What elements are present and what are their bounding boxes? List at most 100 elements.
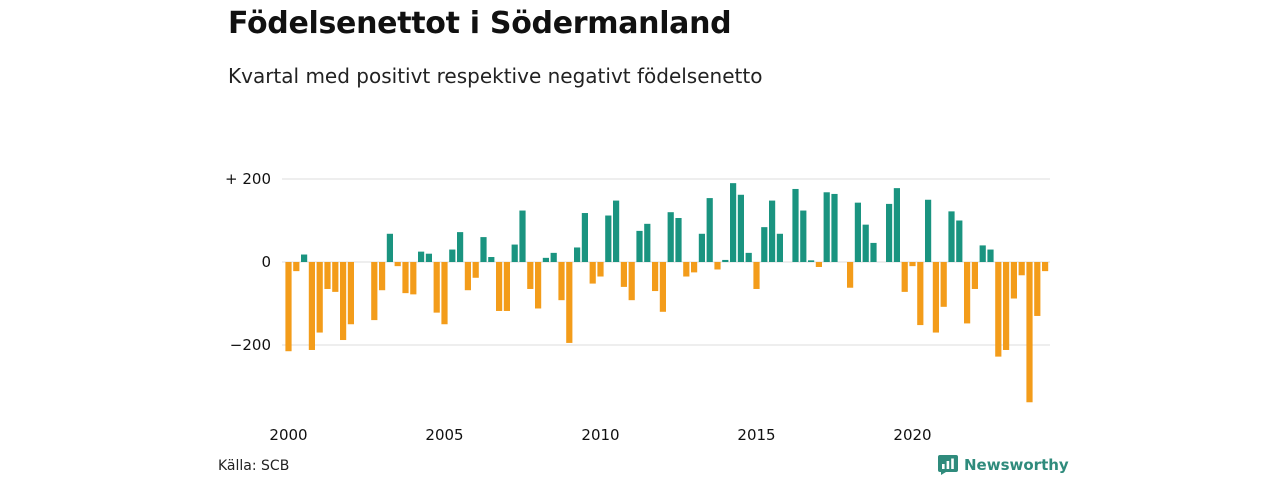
bar-2012-q1 xyxy=(659,262,666,312)
bar-2009-q3 xyxy=(581,213,588,262)
y-axis-ticks: + 200 0 −200 xyxy=(225,170,271,354)
bar-2000-q3 xyxy=(301,254,308,262)
bar-2014-q4 xyxy=(745,252,752,262)
chart-subtitle: Kvartal med positivt respektive negativt… xyxy=(228,64,763,88)
bar-2005-q3 xyxy=(457,232,464,262)
source-note: Källa: SCB xyxy=(218,458,290,474)
bar-2014-q3 xyxy=(737,194,744,262)
bar-2017-q2 xyxy=(823,192,830,262)
newsworthy-logo-icon xyxy=(938,455,958,475)
x-tick-label: 2000 xyxy=(269,426,307,444)
bar-2011-q2 xyxy=(636,230,643,263)
bar-2008-q4 xyxy=(558,262,565,301)
bar-2003-q3 xyxy=(394,262,401,267)
bar-2014-q2 xyxy=(730,183,737,262)
bar-2018-q2 xyxy=(854,202,861,262)
bar-2021-q1 xyxy=(940,262,947,307)
bar-2020-q2 xyxy=(917,262,924,326)
bar-2010-q3 xyxy=(613,200,620,262)
bar-2018-q3 xyxy=(862,224,869,262)
bar-2003-q1 xyxy=(379,262,386,291)
bar-2015-q3 xyxy=(769,200,776,262)
bar-2020-q3 xyxy=(925,199,932,262)
bar-2021-q2 xyxy=(948,211,955,262)
bar-2010-q1 xyxy=(597,262,604,277)
bar-2006-q4 xyxy=(496,262,503,311)
bar-2001-q4 xyxy=(340,262,347,341)
bar-2002-q1 xyxy=(347,262,354,325)
bar-2004-q2 xyxy=(418,251,425,263)
bar-2000-q4 xyxy=(308,262,315,350)
bar-2018-q1 xyxy=(847,262,854,288)
bar-2009-q1 xyxy=(566,262,573,343)
bar-2017-q3 xyxy=(831,193,838,262)
bar-2016-q3 xyxy=(800,210,807,262)
bar-2008-q1 xyxy=(535,262,542,309)
bar-2012-q3 xyxy=(675,218,682,262)
bar-2020-q1 xyxy=(909,262,916,267)
bar-2005-q1 xyxy=(441,262,448,325)
bar-2005-q2 xyxy=(449,249,456,262)
bar-2023-q3 xyxy=(1018,262,1025,276)
x-tick-label: 2005 xyxy=(425,426,463,444)
brand-name: Newsworthy xyxy=(964,456,1069,474)
x-axis-ticks: 2000 2005 2010 2015 2020 xyxy=(269,426,931,444)
bar-2006-q3 xyxy=(488,257,495,262)
bar-2019-q4 xyxy=(901,262,908,292)
bar-2005-q4 xyxy=(464,262,471,291)
bar-2020-q4 xyxy=(932,262,939,333)
bar-2000-q2 xyxy=(293,262,300,272)
bar-2006-q2 xyxy=(480,237,487,262)
bar-2011-q3 xyxy=(644,223,651,262)
bar-2008-q3 xyxy=(550,252,557,262)
bar-2010-q4 xyxy=(620,262,627,287)
bar-2007-q3 xyxy=(519,210,526,262)
bar-2004-q1 xyxy=(410,262,417,295)
bar-2002-q4 xyxy=(371,262,378,321)
y-tick-label: + 200 xyxy=(225,170,271,188)
bar-2003-q2 xyxy=(386,233,393,262)
bar-2024-q2 xyxy=(1042,262,1049,272)
bar-2013-q2 xyxy=(698,233,705,262)
bar-2004-q4 xyxy=(433,262,440,313)
bar-2011-q4 xyxy=(652,262,659,292)
bar-2015-q2 xyxy=(761,227,768,262)
bar-2013-q1 xyxy=(691,262,698,273)
bar-2019-q3 xyxy=(893,188,900,262)
bar-2012-q2 xyxy=(667,212,674,262)
brand-logo[interactable]: Newsworthy xyxy=(938,455,1069,475)
bar-2019-q2 xyxy=(886,203,893,262)
bar-2015-q4 xyxy=(776,233,783,262)
bar-2021-q4 xyxy=(964,262,971,324)
bar-2012-q4 xyxy=(683,262,690,277)
bar-2024-q1 xyxy=(1034,262,1041,316)
bar-2022-q1 xyxy=(971,262,978,289)
bar-2007-q4 xyxy=(527,262,534,289)
y-tick-label: 0 xyxy=(261,253,271,271)
x-tick-label: 2010 xyxy=(581,426,619,444)
bar-2006-q1 xyxy=(472,262,479,278)
bar-2003-q4 xyxy=(402,262,409,294)
bar-2007-q1 xyxy=(503,262,510,311)
bar-2004-q3 xyxy=(425,253,432,262)
bars xyxy=(285,183,1049,403)
bar-2023-q4 xyxy=(1026,262,1033,403)
bar-2014-q1 xyxy=(722,259,729,262)
bar-2022-q2 xyxy=(979,245,986,262)
x-tick-label: 2015 xyxy=(737,426,775,444)
bar-2013-q4 xyxy=(714,262,721,270)
bar-2017-q1 xyxy=(815,262,822,267)
bar-2021-q3 xyxy=(956,220,963,262)
bar-2001-q1 xyxy=(316,262,323,333)
bar-2016-q4 xyxy=(808,260,815,262)
bar-2000-q1 xyxy=(285,262,292,352)
x-tick-label: 2020 xyxy=(893,426,931,444)
bar-2009-q2 xyxy=(574,247,581,262)
bar-2023-q2 xyxy=(1010,262,1017,299)
bar-2013-q3 xyxy=(706,198,713,262)
bar-2018-q4 xyxy=(870,242,877,262)
bar-2009-q4 xyxy=(589,262,596,284)
bar-2001-q2 xyxy=(324,262,331,289)
bar-2015-q1 xyxy=(753,262,760,289)
